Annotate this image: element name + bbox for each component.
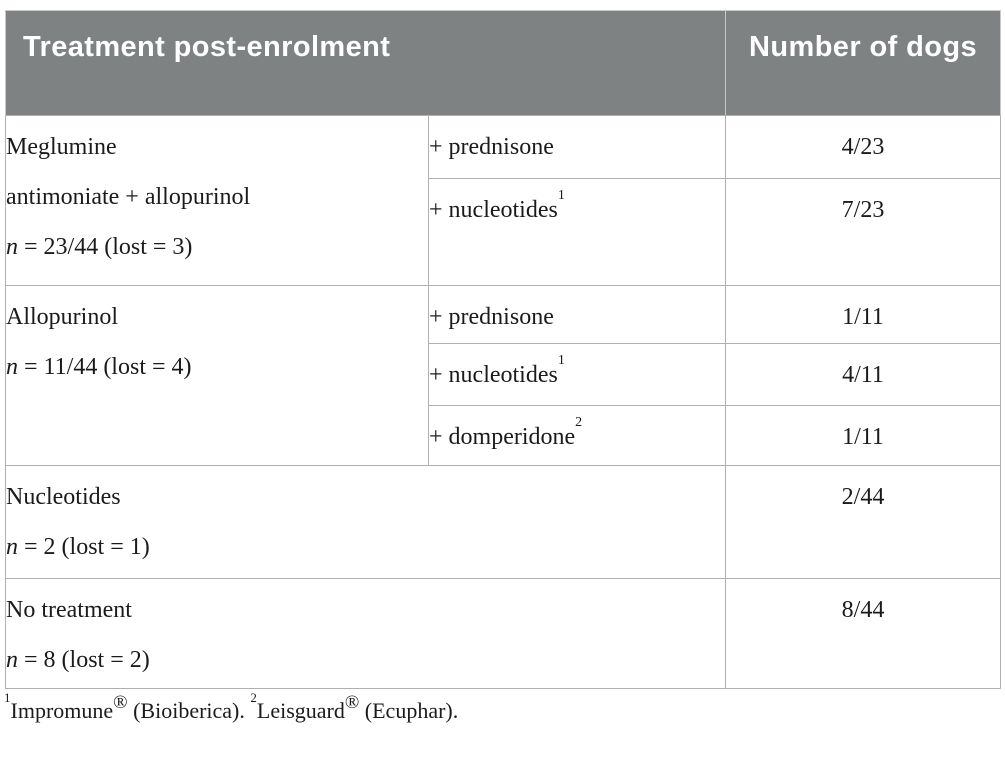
value-cell: 1/11 [725, 405, 1002, 466]
group-n-line: n = 8 (lost = 2) [6, 635, 725, 685]
table-row: + domperidone2 1/11 [6, 405, 1002, 466]
value-cell: 4/11 [725, 343, 1002, 406]
table-row: Allopurinol n = 11/44 (lost = 4) + predn… [5, 285, 1002, 466]
group-line: Allopurinol [6, 304, 119, 330]
table-row: No treatment n = 8 (lost = 2) 8/44 [4, 578, 1002, 689]
n-value: = 8 (lost = 2) [18, 647, 150, 673]
subtreatment-label: + nucleotides [429, 362, 558, 388]
group-cell-allopurinol: Allopurinol n = 11/44 (lost = 4) [5, 285, 429, 466]
subtreatment-label: + prednisone [429, 304, 554, 330]
subtreatment-cell: + domperidone2 [427, 405, 727, 466]
footnote-text: (Ecuphar). [359, 698, 459, 723]
n-value: = 23/44 (lost = 3) [18, 234, 193, 260]
value-cell: 8/44 [725, 578, 1002, 689]
n-value: = 2 (lost = 1) [18, 534, 150, 560]
value-cell: 7/23 [725, 178, 1002, 286]
n-symbol: n [6, 354, 19, 380]
value-cell: 1/11 [725, 285, 1002, 344]
subtreatment-cell: + nucleotides1 [427, 178, 727, 286]
registered-trademark-icon: ® [344, 692, 360, 713]
subtreatment-cell: + nucleotides1 [427, 343, 727, 406]
group-n-line: n = 2 (lost = 1) [6, 522, 725, 572]
group-cell-nucleotides: Nucleotides n = 2 (lost = 1) [4, 465, 727, 579]
subtreatment-cell: + prednisone [427, 115, 727, 179]
group-cell-no-treatment: No treatment n = 8 (lost = 2) [4, 578, 727, 689]
treatment-table: Treatment post-enrolment Number of dogs … [4, 10, 1002, 689]
footnote-marker: 1 [557, 353, 565, 368]
subtreatment-cell: + prednisone [427, 285, 727, 344]
value-cell: 2/44 [725, 465, 1002, 579]
registered-trademark-icon: ® [113, 692, 128, 713]
subtreatment-label: + nucleotides [429, 197, 558, 223]
group-line: antimoniate + allopurinol [6, 184, 251, 210]
group-n-line: n = 11/44 (lost = 4) [6, 342, 428, 392]
footnote-product-name: Leisguard [256, 698, 345, 723]
table-row: Meglumine antimoniate + allopurinol n = … [5, 115, 1002, 286]
footnote-marker: 1 [4, 689, 11, 705]
header-number-of-dogs: Number of dogs [725, 10, 1002, 116]
group-cell-meglumine: Meglumine antimoniate + allopurinol n = … [5, 115, 429, 286]
footnote-marker: 2 [250, 689, 257, 705]
value-cell: 4/23 [725, 115, 1002, 179]
table-row: Nucleotides n = 2 (lost = 1) 2/44 [4, 465, 1002, 579]
table-row: + nucleotides1 4/11 [6, 343, 1002, 406]
group-n-line: n = 23/44 (lost = 3) [6, 222, 428, 272]
n-symbol: n [6, 534, 18, 560]
subtreatment-label: + prednisone [429, 134, 554, 160]
header-treatment-post-enrolment: Treatment post-enrolment [4, 10, 727, 116]
group-line: Meglumine [6, 134, 117, 160]
subtreatment-label: + domperidone [429, 424, 576, 450]
footnote-marker: 2 [575, 415, 583, 430]
n-symbol: n [6, 234, 19, 260]
group-line: Nucleotides [6, 484, 121, 510]
n-value: = 11/44 (lost = 4) [18, 354, 192, 380]
table-row: + nucleotides1 7/23 [6, 178, 1002, 286]
footnote-product-name: Impromune [10, 698, 114, 723]
table-footnote: 1Impromune® (Bioiberica). 2Leisguard® (E… [4, 691, 459, 728]
n-symbol: n [6, 647, 18, 673]
group-line: No treatment [6, 597, 132, 623]
header-row: Treatment post-enrolment Number of dogs [4, 10, 1002, 116]
footnote-marker: 1 [557, 188, 565, 203]
footnote-text: (Bioiberica). [127, 698, 251, 723]
